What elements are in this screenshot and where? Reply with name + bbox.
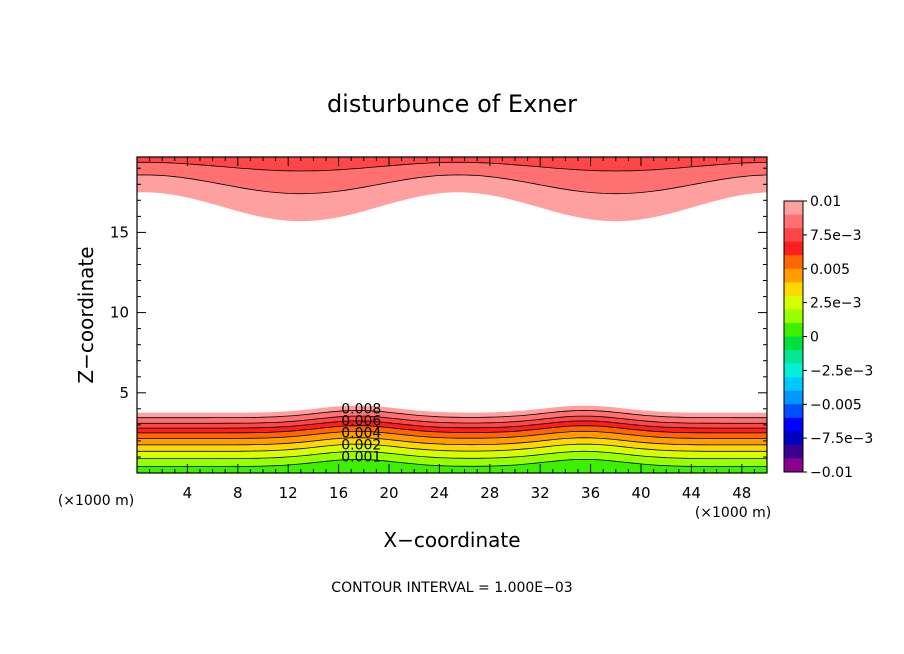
x-axis-label: X−coordinate bbox=[383, 528, 520, 552]
contour-label-3: 0.002 bbox=[341, 438, 381, 454]
y-axis: 5 10 15 bbox=[110, 167, 767, 458]
contour-label-1: 0.006 bbox=[341, 414, 381, 430]
x-tick-label: 16 bbox=[329, 484, 348, 502]
colorbar-swatch bbox=[784, 404, 803, 419]
lower-contour-line-3 bbox=[137, 420, 767, 429]
y-tick-label: 15 bbox=[110, 223, 129, 241]
lower-contour-line-6 bbox=[137, 437, 767, 446]
colorbar-tick-label: −7.5e−3 bbox=[810, 431, 873, 447]
colorbar-swatch bbox=[784, 282, 803, 297]
colorbar bbox=[784, 201, 803, 473]
x-axis: 4 8 12 16 20 24 28 32 36 40 44 48 bbox=[149, 157, 755, 502]
lower-contour-line-8 bbox=[137, 450, 767, 459]
x-tick-label: 32 bbox=[531, 484, 550, 502]
colorbar-tick-label: 0.01 bbox=[810, 194, 841, 210]
colorbar-swatch bbox=[784, 458, 803, 473]
x-right-unit: (×1000 m) bbox=[695, 505, 771, 521]
y-tick-label: 5 bbox=[119, 384, 129, 402]
colorbar-swatch bbox=[784, 377, 803, 391]
colorbar-swatch bbox=[784, 228, 803, 242]
colorbar-swatch bbox=[784, 336, 803, 351]
colorbar-swatch bbox=[784, 214, 803, 229]
colorbar-swatch bbox=[784, 241, 803, 256]
colorbar-swatch bbox=[784, 363, 803, 378]
lower-contour-line-2 bbox=[137, 415, 767, 424]
colorbar-swatch bbox=[784, 255, 803, 270]
colorbar-tick-label: 2.5e−3 bbox=[810, 296, 862, 312]
contour-interval-note: CONTOUR INTERVAL = 1.000E−03 bbox=[331, 580, 572, 596]
colorbar-labels: 0.01 7.5e−3 0.005 2.5e−3 0 −2.5e−3 −0.005 −7.5e… bbox=[803, 194, 873, 481]
colorbar-tick-label: 0 bbox=[810, 330, 819, 346]
chart-title: disturbunce of Exner bbox=[327, 90, 577, 118]
lower-contour-line-9 bbox=[137, 458, 767, 467]
colorbar-swatch bbox=[784, 390, 803, 405]
x-tick-label: 40 bbox=[631, 484, 650, 502]
colorbar-tick-label: −0.01 bbox=[810, 465, 853, 481]
colorbar-swatch bbox=[784, 431, 803, 446]
colorbar-swatch bbox=[784, 309, 803, 324]
y-axis-label: Z−coordinate bbox=[74, 246, 98, 383]
contour-label-2: 0.004 bbox=[341, 426, 381, 442]
x-tick-label: 28 bbox=[480, 484, 499, 502]
x-tick-label: 48 bbox=[732, 484, 751, 502]
colorbar-tick-label: −2.5e−3 bbox=[810, 363, 873, 379]
x-tick-label: 36 bbox=[581, 484, 600, 502]
lower-contour-line-4 bbox=[137, 425, 767, 434]
colorbar-swatch bbox=[784, 417, 803, 432]
contour-label-4: 0.001 bbox=[341, 450, 381, 466]
x-tick-label: 12 bbox=[279, 484, 298, 502]
x-tick-label: 44 bbox=[682, 484, 701, 502]
lower-contour-line-1 bbox=[137, 409, 767, 419]
x-tick-label: 20 bbox=[379, 484, 398, 502]
colorbar-tick-label: 0.005 bbox=[810, 262, 850, 278]
x-tick-label: 8 bbox=[233, 484, 243, 502]
upper-contour-line-1 bbox=[137, 174, 767, 195]
contour-lines bbox=[137, 161, 767, 467]
colorbar-tick-label: 7.5e−3 bbox=[810, 228, 862, 244]
colorbar-tick-label: −0.005 bbox=[810, 397, 862, 413]
x-tick-label: 24 bbox=[430, 484, 449, 502]
contour-label-0: 0.008 bbox=[341, 402, 381, 418]
upper-band-2 bbox=[137, 157, 767, 171]
y-tick-label: 10 bbox=[110, 304, 129, 322]
colorbar-swatch bbox=[784, 268, 803, 283]
lower-contour-line-7 bbox=[137, 443, 767, 452]
upper-contour-line-2 bbox=[137, 161, 767, 172]
colorbar-swatch bbox=[784, 322, 803, 337]
x-tick-label: 4 bbox=[183, 484, 193, 502]
colorbar-swatch bbox=[784, 444, 803, 459]
colorbar-swatch bbox=[784, 295, 803, 310]
colorbar-swatch bbox=[784, 350, 803, 364]
colorbar-swatch bbox=[784, 201, 803, 215]
x-left-unit: (×1000 m) bbox=[58, 493, 134, 509]
lower-contour-line-5 bbox=[137, 430, 767, 439]
